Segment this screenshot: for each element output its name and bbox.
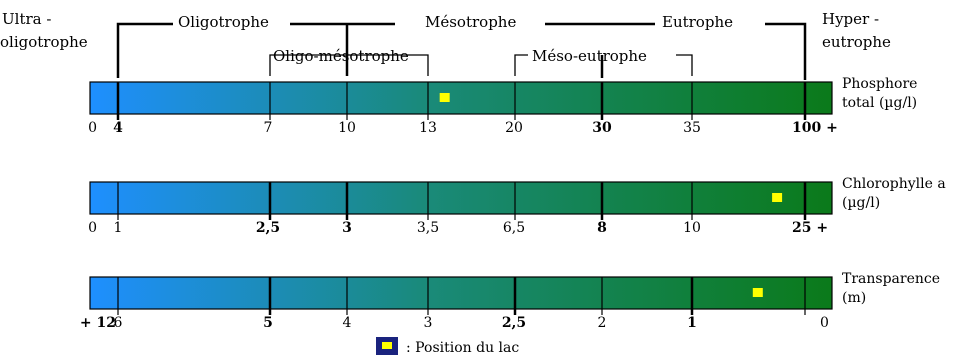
bar-label-line: (µg/l) [842, 195, 880, 211]
bar-3 [89, 276, 833, 310]
bar-group-3: + 126 5 4 3 2,5 2 1 0 Transparence (m) [80, 271, 940, 331]
lake-position-marker [772, 193, 783, 202]
bar-tick-label: 3,5 [417, 220, 439, 236]
bar-label-line: Chlorophylle a [842, 176, 946, 192]
bar-group-2: 0 1 2,5 3 3,5 6,5 8 10 25 + Chlorophylle a (µg/l) [88, 176, 946, 236]
lake-position-marker [752, 288, 763, 297]
bar-group-1: 0 4 7 10 13 20 30 35 100 + Phosphore total (µg/l) [88, 76, 917, 136]
label-meso-eu: Méso-eutrophe [532, 47, 647, 65]
bar-tick-label: 5 [263, 315, 273, 331]
bar-tick-label: 3 [342, 220, 352, 236]
bar-tick-label: 6 [114, 315, 123, 331]
bar-tick-label: 6,5 [503, 220, 525, 236]
label-hyper-2: eutrophe [822, 33, 891, 51]
trophic-brackets [116, 22, 807, 80]
label-eutrophe: Eutrophe [662, 13, 733, 31]
bar-tick-label: 2,5 [256, 220, 280, 236]
bar-tick-label: 3 [424, 315, 433, 331]
bar-tick-label: 8 [597, 220, 607, 236]
legend: : Position du lac [376, 337, 519, 356]
bar-tick-label: 2 [598, 315, 607, 331]
bar-tick-label: 100 + [792, 120, 838, 136]
bar-1 [89, 81, 833, 115]
bar-tick-label: 10 [683, 220, 701, 236]
bar-tick-label: 0 [820, 315, 829, 331]
label-ultra-1: Ultra - [2, 10, 51, 28]
bar-tick-label: 25 + [792, 220, 828, 236]
bar-label-line: Phosphore [842, 76, 917, 92]
bar-label-line: total (µg/l) [842, 95, 917, 111]
bar-tick-label: 4 [113, 120, 123, 136]
bar-tick-label: 1 [687, 315, 697, 331]
legend-marker [382, 342, 392, 349]
bar-tick-label: 7 [264, 120, 273, 136]
lake-position-marker [439, 93, 450, 102]
label-ultra-2: oligotrophe [0, 33, 88, 51]
bar-tick-label: 30 [592, 120, 612, 136]
label-oligotrophe: Oligotrophe [178, 13, 269, 31]
bracket-meso-eu [514, 54, 693, 76]
bracket-main [116, 22, 807, 80]
bar-tick-label: + 12 [80, 315, 116, 331]
label-mesotrophe: Mésotrophe [425, 13, 516, 31]
bar-tick-label: 35 [683, 120, 701, 136]
bar-tick-label: 4 [343, 315, 352, 331]
bracket-oligo-meso [269, 54, 429, 76]
bar-label-line: (m) [842, 290, 866, 306]
bar-tick-label: 1 [114, 220, 123, 236]
bar-tick-label: 10 [338, 120, 356, 136]
trophic-headers: Ultra - oligotrophe Oligotrophe Mésotrop… [0, 10, 891, 65]
bar-tick-label: 0 [88, 120, 97, 136]
bar-tick-label: 2,5 [502, 315, 526, 331]
label-oligo-meso: Oligo-mésotrophe [273, 47, 409, 65]
bar-2 [89, 181, 833, 215]
bar-tick-label: 13 [419, 120, 437, 136]
bar-tick-label: 20 [505, 120, 523, 136]
bar-label-line: Transparence [842, 271, 940, 287]
bar-tick-label: 0 [88, 220, 97, 236]
legend-text: : Position du lac [406, 340, 519, 356]
label-hyper-1: Hyper - [822, 10, 879, 28]
